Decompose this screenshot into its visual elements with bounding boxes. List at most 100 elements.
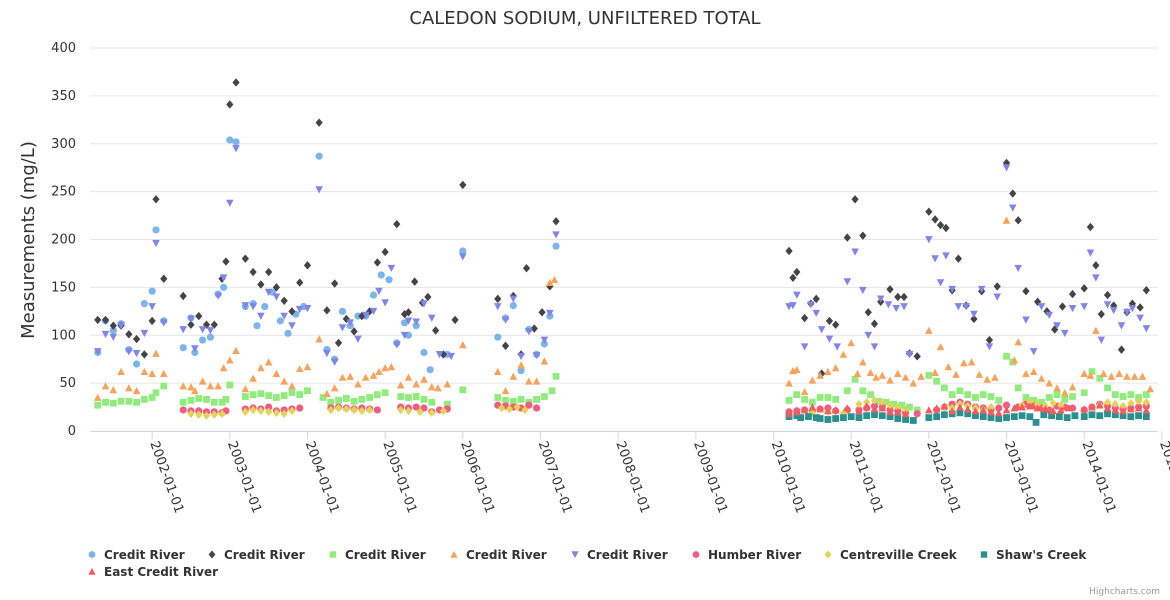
- data-point: [1037, 303, 1046, 311]
- legend-item[interactable]: Shaw's Creek: [980, 548, 1088, 562]
- data-point: [338, 324, 347, 332]
- data-point: [843, 404, 852, 412]
- x-tick-label: 2013-01-01: [1001, 439, 1041, 515]
- data-point: [335, 396, 342, 404]
- credits-link[interactable]: Highcharts.com: [1089, 587, 1160, 597]
- data-point: [330, 358, 339, 366]
- data-point: [546, 278, 554, 286]
- legend-item[interactable]: Credit River: [571, 548, 668, 562]
- data-point: [241, 407, 249, 417]
- legend-item[interactable]: East Credit River: [88, 565, 218, 579]
- data-point: [494, 294, 502, 304]
- data-point: [1053, 322, 1061, 330]
- x-tick-label: 2012-01-01: [923, 439, 963, 515]
- data-point: [901, 373, 910, 381]
- data-point: [901, 409, 910, 418]
- data-point: [284, 329, 292, 337]
- data-point: [1045, 394, 1053, 401]
- data-point: [1107, 372, 1116, 380]
- data-point: [1142, 413, 1150, 421]
- legend-item[interactable]: Centreville Creek: [824, 548, 958, 562]
- data-point: [884, 301, 893, 309]
- data-point: [956, 409, 964, 417]
- data-point: [954, 303, 963, 311]
- data-point: [334, 403, 343, 413]
- legend-item[interactable]: Credit River: [329, 548, 426, 562]
- data-point: [994, 409, 1003, 417]
- data-point: [427, 383, 436, 391]
- data-point: [964, 410, 972, 418]
- data-point: [900, 303, 908, 311]
- data-point: [1058, 302, 1067, 311]
- data-point: [428, 408, 436, 418]
- data-point: [133, 398, 141, 406]
- legend-item[interactable]: Credit River: [450, 548, 547, 562]
- data-point: [498, 403, 506, 413]
- y-axis-label: Measurements (mg/L): [18, 141, 39, 339]
- data-point: [202, 411, 211, 420]
- data-point: [1060, 329, 1069, 338]
- data-point: [1080, 369, 1089, 377]
- data-point: [977, 285, 986, 294]
- data-point: [1014, 264, 1022, 273]
- data-point: [808, 376, 817, 384]
- data-point: [109, 321, 117, 330]
- data-point: [404, 406, 413, 416]
- legend-item[interactable]: Credit River: [88, 548, 185, 562]
- data-point: [315, 186, 323, 194]
- data-point: [1080, 303, 1089, 311]
- data-point: [109, 326, 117, 335]
- data-point: [1096, 412, 1104, 420]
- data-point: [232, 145, 240, 153]
- data-point: [159, 369, 168, 377]
- data-point: [1037, 374, 1046, 382]
- x-tick-label: 2005-01-01: [379, 439, 419, 515]
- data-point: [1026, 397, 1034, 406]
- data-point: [1022, 369, 1030, 377]
- data-point: [219, 364, 228, 372]
- data-point: [1048, 412, 1055, 420]
- data-point: [1095, 401, 1104, 409]
- data-point: [369, 291, 378, 299]
- data-point: [793, 408, 801, 416]
- data-point: [1111, 391, 1119, 399]
- data-point: [420, 396, 428, 403]
- data-point: [264, 358, 273, 366]
- data-point: [210, 398, 218, 406]
- legend-item[interactable]: Credit River: [208, 548, 305, 562]
- data-point: [342, 395, 350, 402]
- data-point: [187, 320, 195, 329]
- data-point: [816, 415, 824, 422]
- data-point: [1103, 301, 1112, 309]
- data-point: [432, 326, 440, 335]
- data-point: [1043, 307, 1051, 316]
- legend-item[interactable]: Humber River: [692, 548, 802, 562]
- data-point: [870, 319, 879, 328]
- data-point: [1088, 368, 1096, 376]
- data-point: [812, 294, 820, 304]
- data-point: [404, 373, 413, 381]
- x-tick-label: 2010-01-01: [768, 439, 808, 515]
- data-point: [509, 295, 518, 303]
- data-point: [1068, 289, 1077, 299]
- data-point: [1061, 396, 1069, 403]
- legend-label: Centreville Creek: [840, 548, 958, 562]
- data-point: [319, 394, 327, 401]
- data-point: [859, 286, 867, 295]
- data-point: [859, 231, 867, 240]
- data-point: [222, 257, 230, 266]
- data-point: [1092, 274, 1100, 282]
- data-point: [522, 264, 531, 273]
- data-point: [350, 327, 358, 336]
- data-point: [839, 350, 848, 358]
- data-point: [816, 394, 824, 401]
- data-point: [886, 400, 894, 410]
- data-point: [1030, 396, 1038, 404]
- data-point: [253, 322, 261, 330]
- data-point: [133, 360, 141, 368]
- data-point: [970, 314, 978, 324]
- data-point: [387, 264, 396, 273]
- data-point: [870, 405, 879, 413]
- data-point: [931, 215, 939, 224]
- data-point: [785, 396, 793, 404]
